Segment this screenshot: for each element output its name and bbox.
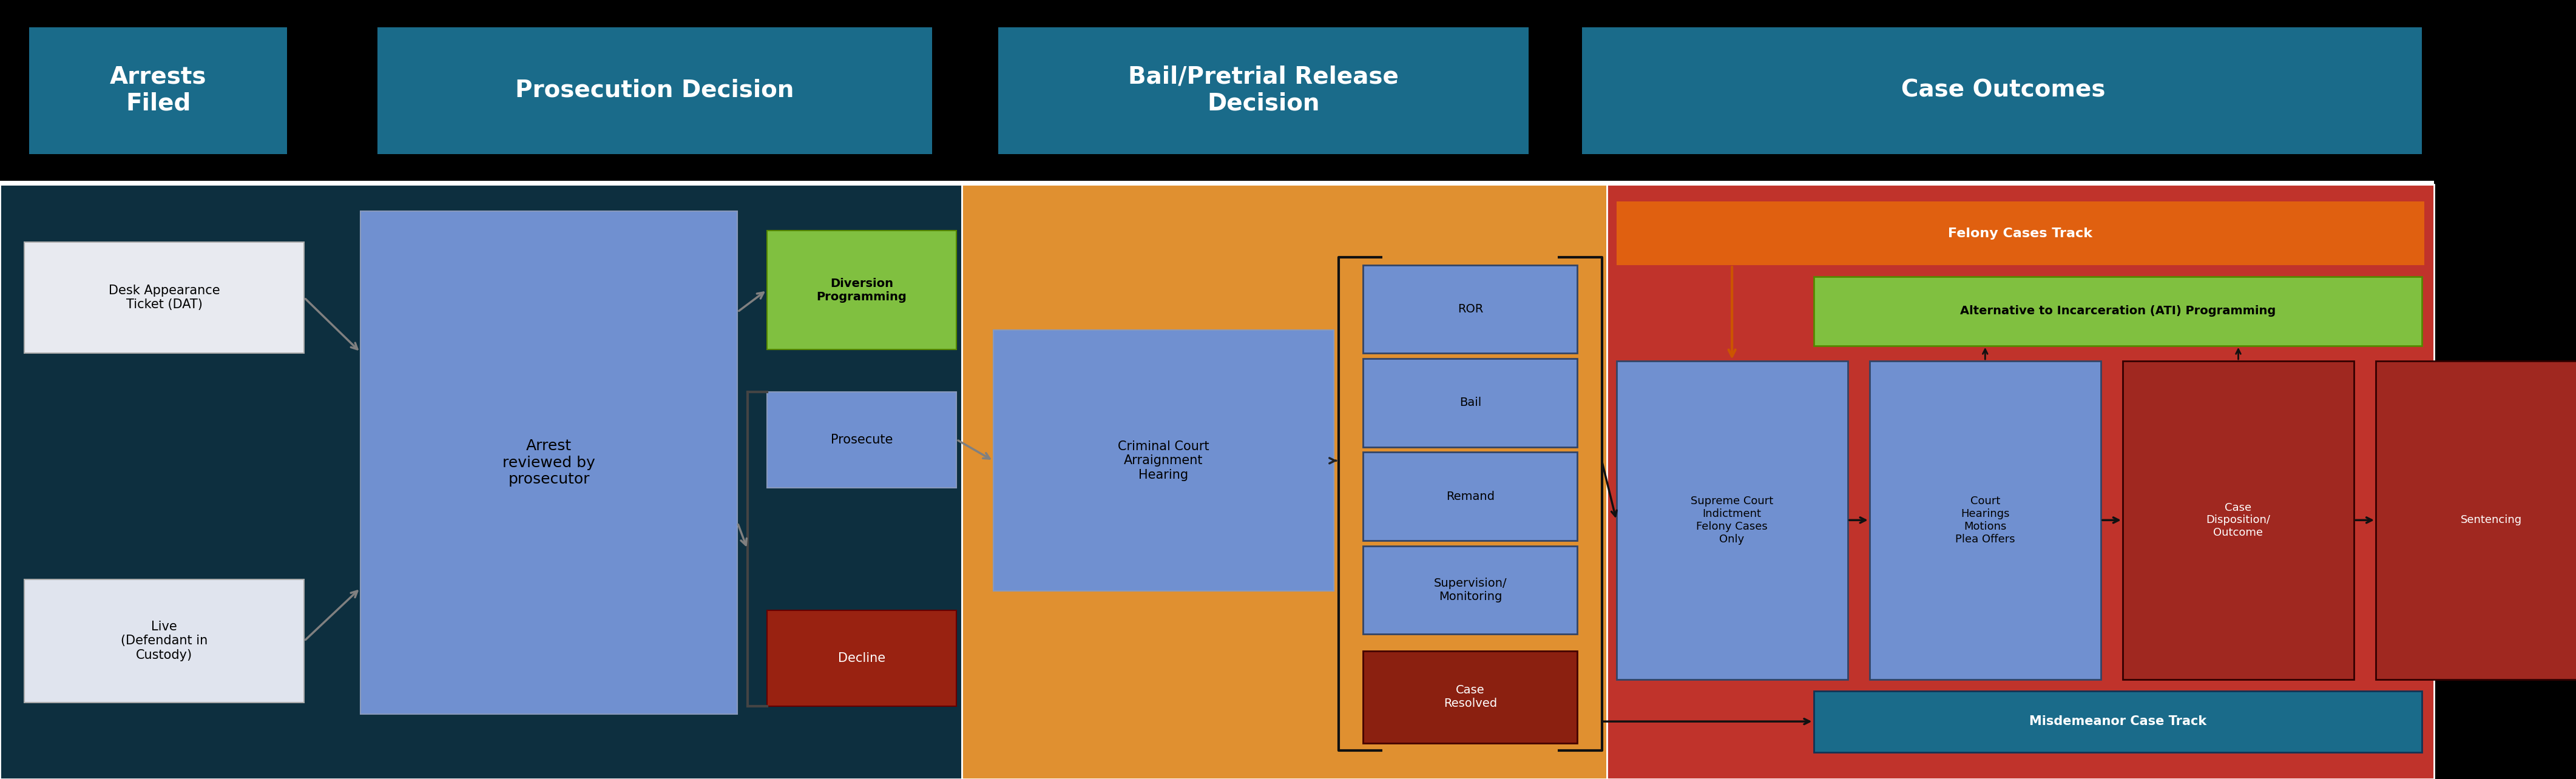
Text: Prosecution Decision: Prosecution Decision [515, 79, 793, 102]
Text: Supreme Court
Indictment
Felony Cases
Only: Supreme Court Indictment Felony Cases On… [1690, 495, 1772, 545]
Bar [997, 27, 1528, 154]
Text: Court
Hearings
Motions
Plea Offers: Court Hearings Motions Plea Offers [1955, 495, 2014, 545]
Text: Felony Cases Track: Felony Cases Track [1947, 227, 2092, 239]
Text: Case
Disposition/
Outcome: Case Disposition/ Outcome [2205, 502, 2269, 538]
Bar [1814, 691, 2421, 753]
Bar [768, 392, 956, 488]
Text: Bail/Pretrial Release
Decision: Bail/Pretrial Release Decision [1128, 65, 1399, 115]
Bar [1814, 277, 2421, 346]
Bar [1363, 651, 1577, 743]
Bar [28, 27, 289, 154]
Text: Decline: Decline [837, 652, 886, 664]
Bar [376, 27, 933, 154]
Bar [0, 0, 2434, 165]
Text: Misdemeanor Case Track: Misdemeanor Case Track [2030, 715, 2208, 728]
Bar [0, 181, 2434, 185]
Text: Arrest
reviewed by
prosecutor: Arrest reviewed by prosecutor [502, 439, 595, 487]
Text: Case Outcomes: Case Outcomes [1901, 79, 2105, 102]
Bar [1615, 361, 1847, 679]
Text: Remand: Remand [1445, 491, 1494, 502]
Bar [0, 185, 961, 779]
Bar [768, 610, 956, 706]
Text: Alternative to Incarceration (ATI) Programming: Alternative to Incarceration (ATI) Progr… [1960, 305, 2275, 317]
Text: Prosecute: Prosecute [829, 434, 894, 446]
Bar [2375, 361, 2576, 679]
Bar [1607, 185, 2434, 779]
Text: Supervision/
Monitoring: Supervision/ Monitoring [1435, 577, 1507, 602]
Bar [1363, 265, 1577, 354]
Text: Sentencing: Sentencing [2460, 515, 2522, 526]
Text: Bail: Bail [1458, 397, 1481, 408]
Bar [23, 242, 304, 354]
Bar [1363, 453, 1577, 541]
Text: Live
(Defendant in
Custody): Live (Defendant in Custody) [121, 621, 209, 661]
Text: Diversion
Programming: Diversion Programming [817, 277, 907, 302]
Bar [2123, 361, 2354, 679]
Bar [1582, 27, 2421, 154]
Bar [994, 330, 1334, 591]
Text: ROR: ROR [1458, 304, 1484, 315]
Bar [1363, 546, 1577, 634]
Bar [768, 231, 956, 350]
Text: Case
Resolved: Case Resolved [1443, 685, 1497, 710]
Bar [1615, 202, 2424, 265]
Bar [23, 580, 304, 703]
Bar [361, 211, 737, 714]
Text: Desk Appearance
Ticket (DAT): Desk Appearance Ticket (DAT) [108, 284, 219, 311]
Text: Arrests
Filed: Arrests Filed [111, 65, 206, 115]
Bar [961, 185, 1607, 779]
Text: Criminal Court
Arraignment
Hearing: Criminal Court Arraignment Hearing [1118, 441, 1208, 481]
Bar [1363, 358, 1577, 447]
Bar [1870, 361, 2102, 679]
